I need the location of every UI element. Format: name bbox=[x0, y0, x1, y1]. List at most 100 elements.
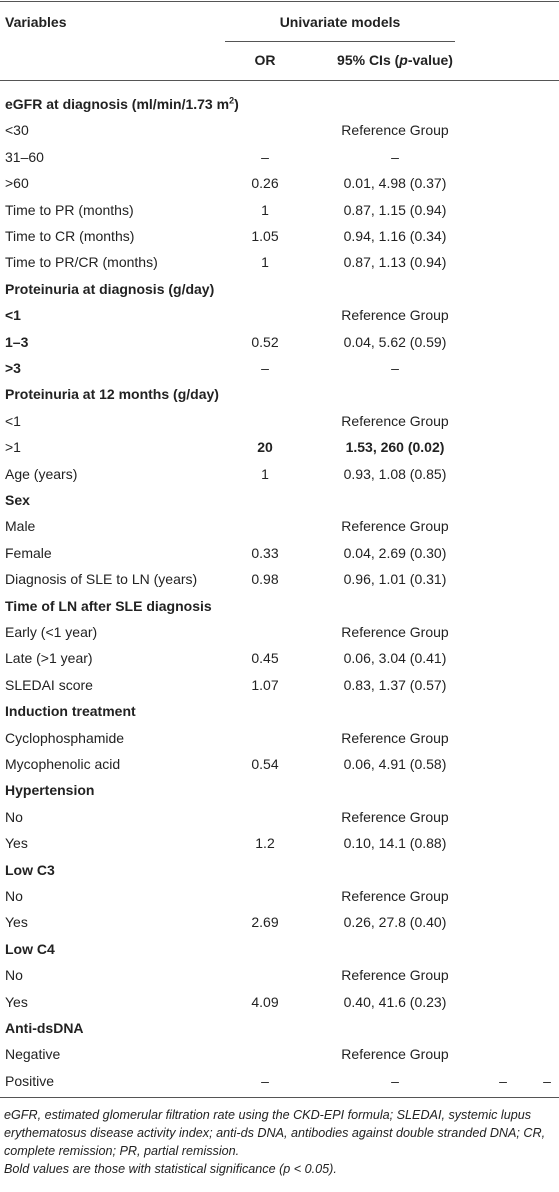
ci-cell: 0.40, 41.6 (0.23) bbox=[343, 993, 447, 1010]
or-cell: 1 bbox=[261, 201, 269, 218]
ci-cell: 0.26, 27.8 (0.40) bbox=[343, 914, 447, 931]
row-label: Low C3 bbox=[5, 861, 55, 879]
extra-cell: – bbox=[543, 1072, 551, 1089]
row-label: Yes bbox=[5, 913, 28, 931]
row-label-text: Male bbox=[5, 518, 36, 535]
or-cell: 0.52 bbox=[251, 333, 279, 350]
row-label-text: <1 bbox=[5, 412, 21, 429]
or-cell: – bbox=[261, 148, 269, 165]
or-cell: 1.2 bbox=[255, 835, 275, 852]
row-label-text: Sex bbox=[5, 492, 30, 508]
row-label: Positive bbox=[5, 1072, 54, 1090]
ci-cell: Reference Group bbox=[341, 518, 449, 535]
row-label-text: Age (years) bbox=[5, 465, 78, 482]
row-label-text: Female bbox=[5, 544, 52, 561]
ci-cell: 0.93, 1.08 (0.85) bbox=[343, 465, 447, 482]
row-label-text: Cyclophosphamide bbox=[5, 729, 125, 746]
or-cell: 1 bbox=[261, 465, 269, 482]
row-label-text: <30 bbox=[5, 122, 29, 139]
row-label-text: Proteinuria at 12 months (g/day) bbox=[5, 386, 219, 403]
group-rule bbox=[225, 41, 455, 42]
row-label: Yes bbox=[5, 834, 28, 852]
row-label: Early (<1 year) bbox=[5, 623, 97, 641]
ci-cell: Reference Group bbox=[341, 412, 449, 429]
row-label: Proteinuria at 12 months (g/day) bbox=[5, 385, 219, 403]
row-label-text: 1–3 bbox=[5, 333, 29, 350]
row-label: Yes bbox=[5, 993, 28, 1011]
ci-cell: 0.83, 1.37 (0.57) bbox=[343, 676, 447, 693]
row-label-sup: 2 bbox=[229, 95, 235, 106]
bottom-rule bbox=[0, 1097, 559, 1098]
row-label: No bbox=[5, 808, 23, 826]
footnote: Bold values are those with statistical s… bbox=[4, 1162, 337, 1176]
ci-cell: Reference Group bbox=[341, 808, 449, 825]
row-label: Time of LN after SLE diagnosis bbox=[5, 597, 212, 615]
or-cell: – bbox=[261, 360, 269, 376]
row-label-text: No bbox=[5, 888, 23, 904]
header-ci-p: p bbox=[399, 52, 408, 68]
ci-cell: – bbox=[391, 360, 399, 376]
or-cell: 2.69 bbox=[251, 914, 279, 931]
header-ci-text: -value) bbox=[407, 52, 453, 68]
row-label: Hypertension bbox=[5, 781, 94, 799]
header-ci: 95% CIs (p-value) bbox=[337, 51, 453, 69]
row-label-text: Hypertension bbox=[5, 782, 95, 799]
row-label-text: Low C3 bbox=[5, 861, 55, 878]
or-cell: 0.98 bbox=[251, 571, 279, 588]
or-cell: 1 bbox=[261, 254, 269, 271]
row-label-text: No bbox=[5, 808, 23, 825]
ci-cell: Reference Group bbox=[341, 624, 449, 640]
row-label-text: Late (>1 year) bbox=[5, 650, 93, 667]
row-label-text: Diagnosis of SLE to LN (years) bbox=[5, 571, 198, 588]
row-label-text: >3 bbox=[5, 360, 21, 376]
top-rule bbox=[0, 1, 559, 2]
row-label: Proteinuria at diagnosis (g/day) bbox=[5, 280, 214, 298]
or-cell: 0.54 bbox=[251, 756, 279, 772]
row-label-text: Time of LN after SLE diagnosis bbox=[5, 597, 212, 614]
row-label: Cyclophosphamide bbox=[5, 729, 124, 747]
header-group: Univariate models bbox=[279, 14, 401, 30]
ci-cell: 0.04, 2.69 (0.30) bbox=[343, 544, 447, 561]
row-label: Sex bbox=[5, 491, 30, 509]
row-label-text: Negative bbox=[5, 1046, 61, 1063]
row-label-text: Anti-dsDNA bbox=[5, 1020, 84, 1036]
row-label: No bbox=[5, 966, 23, 984]
row-label-text: 31–60 bbox=[5, 148, 44, 165]
footnotes: eGFR, estimated glomerular filtration ra… bbox=[4, 1106, 556, 1178]
row-label-text: Low C4 bbox=[5, 940, 55, 957]
row-label-text: Yes bbox=[5, 914, 28, 931]
row-label-text: Time to PR/CR (months) bbox=[5, 254, 158, 271]
ci-cell: 0.06, 4.91 (0.58) bbox=[343, 756, 447, 772]
row-label-text: Time to CR (months) bbox=[5, 228, 135, 244]
ci-cell: 0.96, 1.01 (0.31) bbox=[343, 571, 447, 588]
row-label-text: Proteinuria at diagnosis (g/day) bbox=[5, 280, 215, 297]
extra-cell: – bbox=[499, 1072, 507, 1089]
header-ci-text: 95% CIs ( bbox=[337, 52, 400, 68]
row-label: 31–60 bbox=[5, 148, 44, 166]
footnote: eGFR, estimated glomerular filtration ra… bbox=[4, 1108, 546, 1158]
row-label-text: Yes bbox=[5, 993, 28, 1010]
ci-cell: 0.06, 3.04 (0.41) bbox=[343, 650, 447, 667]
row-label-text: No bbox=[5, 967, 23, 984]
ci-cell: – bbox=[391, 148, 399, 165]
or-cell: 0.33 bbox=[251, 544, 279, 561]
row-label: SLEDAI score bbox=[5, 676, 93, 694]
row-label: Induction treatment bbox=[5, 702, 136, 720]
ci-cell: Reference Group bbox=[341, 729, 449, 746]
or-cell: 0.26 bbox=[251, 175, 279, 192]
row-label-text: Positive bbox=[5, 1072, 55, 1089]
row-label: Time to PR (months) bbox=[5, 201, 134, 219]
row-label: >3 bbox=[5, 359, 21, 377]
row-label: Low C4 bbox=[5, 940, 55, 958]
or-cell: 1.05 bbox=[251, 228, 279, 244]
ci-cell: 0.04, 5.62 (0.59) bbox=[343, 333, 447, 350]
header-rule bbox=[0, 80, 559, 81]
ci-cell: – bbox=[391, 1072, 399, 1089]
header-variables: Variables bbox=[5, 14, 67, 30]
ci-cell: 0.94, 1.16 (0.34) bbox=[343, 228, 447, 244]
row-label: Time to CR (months) bbox=[5, 227, 134, 245]
ci-cell: 1.53, 260 (0.02) bbox=[345, 439, 445, 456]
header-or: OR bbox=[254, 52, 276, 68]
row-label: <30 bbox=[5, 121, 29, 139]
